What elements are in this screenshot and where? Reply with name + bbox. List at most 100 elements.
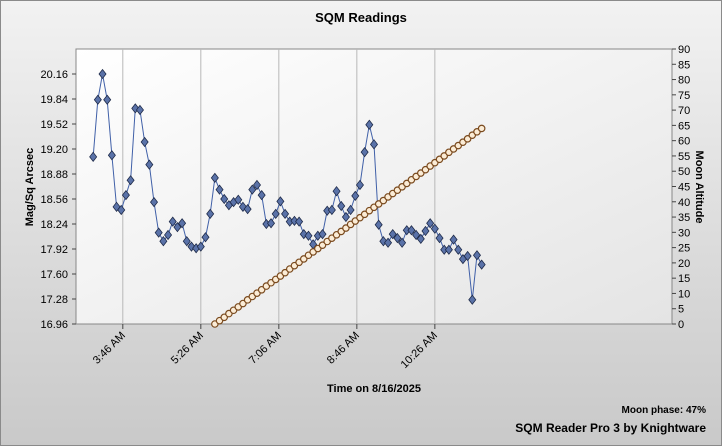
y-axis-label: Mag/Sq Arcsec (24, 148, 36, 226)
data-point (164, 229, 173, 241)
data-point (351, 190, 360, 202)
data-point (93, 94, 102, 105)
y2-tick-label: 25 (678, 243, 690, 255)
data-point (393, 232, 402, 244)
data-point (365, 119, 374, 130)
data-point (98, 68, 107, 80)
data-point (271, 208, 280, 219)
data-point (360, 146, 369, 158)
data-point (89, 151, 98, 162)
y-tick-label: 19.84 (40, 94, 68, 106)
data-point (121, 189, 130, 201)
y-tick-label: 17.28 (40, 294, 68, 306)
data-point (159, 236, 168, 247)
data-point (449, 234, 458, 245)
data-point (374, 219, 383, 230)
data-point (407, 225, 416, 236)
data-point (220, 193, 229, 205)
data-point (173, 221, 182, 233)
data-point (388, 229, 397, 240)
data-point (257, 189, 266, 201)
y-tick-label: 20.16 (40, 69, 68, 81)
data-point (435, 232, 444, 244)
data-point (145, 159, 154, 170)
data-point (379, 236, 388, 247)
y2-tick-label: 0 (678, 319, 684, 331)
data-point (131, 103, 140, 114)
data-point (252, 179, 261, 191)
data-point (477, 259, 486, 270)
data-point (444, 244, 453, 255)
data-point (201, 232, 210, 243)
y2-tick-label: 50 (678, 166, 690, 178)
data-point (206, 208, 215, 219)
y2-tick-label: 45 (678, 182, 690, 194)
y2-axis-label: Moon Altitude (693, 151, 705, 224)
data-point (248, 184, 257, 195)
y2-tick-label: 85 (678, 59, 690, 71)
data-point (103, 94, 112, 105)
data-point (337, 200, 346, 212)
data-point (154, 227, 163, 238)
data-point (276, 196, 285, 207)
y-tick-label: 17.92 (40, 244, 68, 256)
data-point (355, 179, 364, 191)
y2-tick-label: 80 (678, 75, 690, 87)
data-point (196, 241, 205, 252)
data-point (346, 204, 355, 216)
data-point (150, 196, 159, 208)
y-tick-label: 16.96 (40, 319, 68, 331)
y-tick-label: 17.60 (40, 269, 68, 281)
y-tick-label: 19.52 (40, 119, 68, 131)
data-point (295, 216, 304, 227)
data-point (117, 204, 126, 216)
y2-tick-label: 15 (678, 273, 690, 285)
y2-tick-label: 60 (678, 136, 690, 148)
data-point (243, 204, 252, 215)
y2-tick-label: 30 (678, 227, 690, 239)
data-point (332, 186, 341, 197)
y-tick-label: 18.56 (40, 194, 68, 206)
y-tick-label: 18.24 (40, 219, 68, 231)
y-tick-label: 18.88 (40, 169, 68, 181)
data-point (472, 250, 481, 261)
data-point (126, 175, 135, 186)
data-point (454, 244, 463, 255)
y2-tick-label: 5 (678, 304, 684, 316)
data-point (304, 230, 313, 241)
data-point (168, 216, 177, 227)
data-point (416, 233, 425, 244)
y2-tick-label: 40 (678, 197, 690, 209)
data-point (412, 229, 421, 241)
data-point (384, 237, 393, 248)
data-point (426, 218, 435, 229)
data-point (421, 225, 430, 237)
moon-phase: Moon phase: 47% (622, 405, 707, 416)
data-point (234, 194, 243, 205)
data-point (290, 215, 299, 227)
data-point (299, 229, 308, 240)
data-point (398, 237, 407, 248)
data-point (463, 250, 472, 262)
y2-tick-label: 65 (678, 120, 690, 132)
plot-area (75, 48, 673, 325)
data-point (341, 211, 350, 223)
data-point (318, 229, 327, 240)
y2-tick-label: 70 (678, 105, 690, 117)
chart-title: SQM Readings (315, 10, 407, 25)
credit: SQM Reader Pro 3 by Knightware (515, 421, 706, 435)
x-axis-label: Time on 8/16/2025 (327, 383, 421, 395)
y-tick-label: 19.20 (40, 144, 68, 156)
data-point (215, 184, 224, 195)
data-point (135, 104, 144, 116)
data-point (178, 218, 187, 229)
y2-tick-label: 90 (678, 44, 690, 56)
y2-tick-label: 55 (678, 151, 690, 163)
data-point (140, 136, 149, 148)
data-point (477, 124, 486, 133)
data-point (281, 208, 290, 219)
y2-tick-label: 75 (678, 90, 690, 102)
y2-tick-label: 20 (678, 258, 690, 270)
data-point (182, 236, 191, 247)
